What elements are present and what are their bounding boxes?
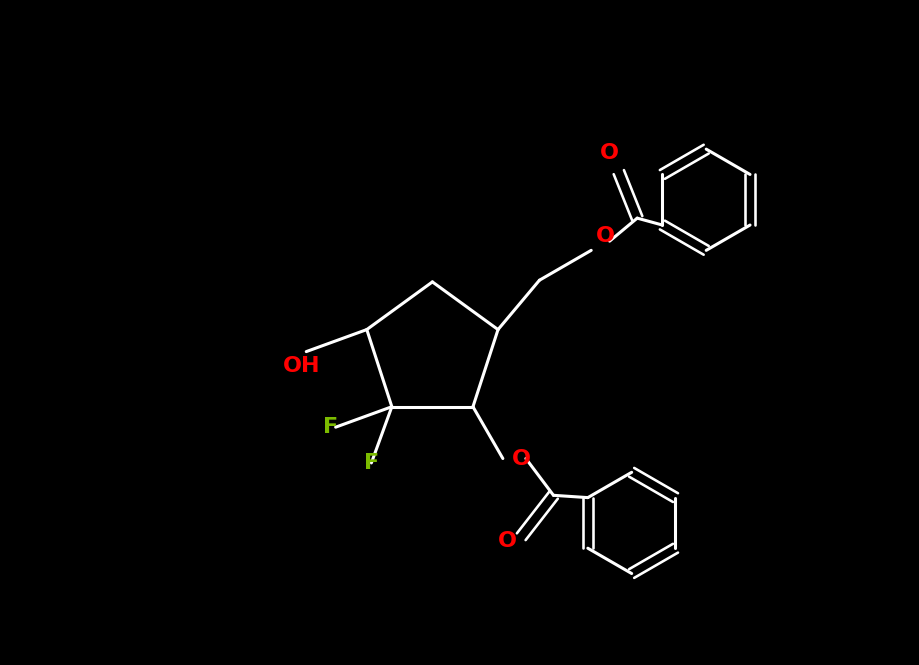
Text: O: O	[512, 448, 530, 469]
Text: OH: OH	[283, 356, 320, 376]
Text: O: O	[497, 531, 516, 551]
Text: O: O	[596, 225, 614, 246]
Text: F: F	[323, 417, 338, 437]
Text: O: O	[599, 143, 618, 163]
Text: F: F	[363, 453, 379, 473]
